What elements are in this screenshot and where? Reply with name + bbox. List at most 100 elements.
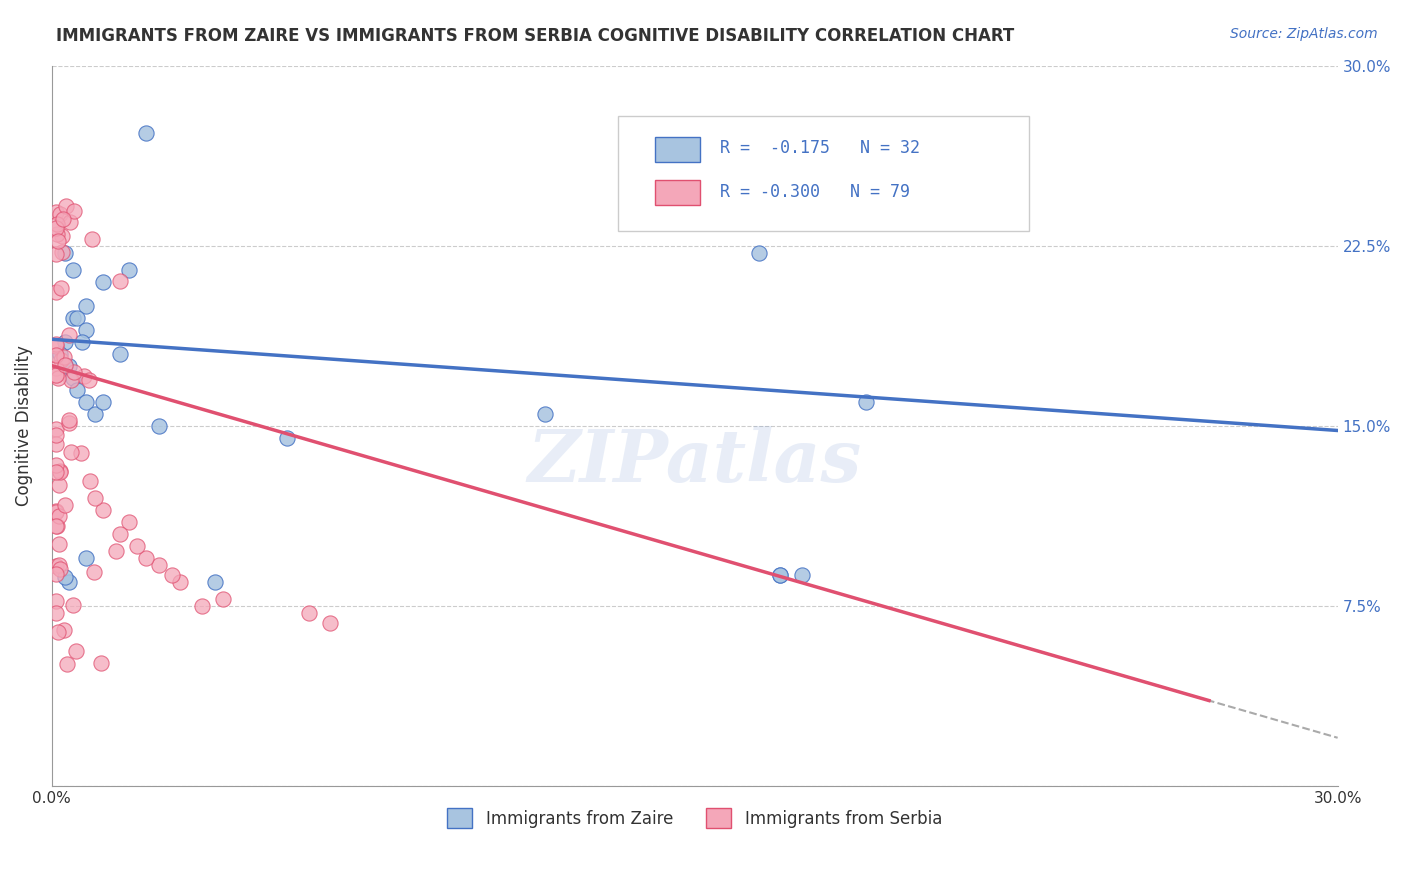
Immigrants from Serbia xyxy=(45,504,67,518)
Immigrants from Serbia xyxy=(53,350,76,364)
Immigrants from Serbia xyxy=(45,247,67,261)
Immigrants from Serbia xyxy=(191,599,214,613)
Immigrants from Zaire xyxy=(83,407,105,421)
Immigrants from Serbia xyxy=(46,625,69,640)
Immigrants from Serbia xyxy=(45,566,67,581)
Immigrants from Zaire xyxy=(53,245,76,260)
Text: Source: ZipAtlas.com: Source: ZipAtlas.com xyxy=(1230,27,1378,41)
Immigrants from Serbia xyxy=(49,562,72,576)
Immigrants from Serbia xyxy=(45,361,67,376)
Legend: Immigrants from Zaire, Immigrants from Serbia: Immigrants from Zaire, Immigrants from S… xyxy=(440,801,949,835)
Immigrants from Serbia xyxy=(45,437,67,451)
Immigrants from Serbia xyxy=(48,477,70,491)
Immigrants from Serbia xyxy=(62,598,84,612)
Immigrants from Serbia xyxy=(169,574,191,589)
Immigrants from Serbia xyxy=(59,445,82,459)
Immigrants from Serbia xyxy=(118,515,141,529)
FancyBboxPatch shape xyxy=(655,180,700,205)
Immigrants from Zaire xyxy=(790,567,813,582)
Immigrants from Serbia xyxy=(45,466,67,480)
Immigrants from Serbia xyxy=(148,558,170,572)
Immigrants from Serbia xyxy=(45,558,67,573)
Immigrants from Zaire xyxy=(110,346,132,360)
Immigrants from Serbia xyxy=(58,416,80,430)
Immigrants from Zaire xyxy=(53,359,76,373)
Text: R = -0.300   N = 79: R = -0.300 N = 79 xyxy=(720,183,911,201)
Immigrants from Zaire xyxy=(58,359,80,373)
Immigrants from Serbia xyxy=(212,591,235,606)
Immigrants from Zaire xyxy=(769,567,792,582)
Immigrants from Zaire xyxy=(148,418,170,433)
Immigrants from Serbia xyxy=(48,371,70,385)
Immigrants from Serbia xyxy=(77,373,100,387)
Immigrants from Zaire xyxy=(204,574,226,589)
Immigrants from Serbia xyxy=(45,518,67,533)
Immigrants from Serbia xyxy=(62,204,84,219)
Immigrants from Serbia xyxy=(82,232,104,246)
Immigrants from Serbia xyxy=(45,221,67,235)
Immigrants from Zaire xyxy=(91,275,114,289)
Immigrants from Zaire xyxy=(66,383,89,397)
FancyBboxPatch shape xyxy=(617,116,1029,231)
Immigrants from Serbia xyxy=(45,458,67,472)
Immigrants from Zaire xyxy=(75,394,97,409)
Immigrants from Serbia xyxy=(48,537,70,551)
Immigrants from Serbia xyxy=(48,558,70,572)
Immigrants from Serbia xyxy=(45,593,67,607)
Immigrants from Serbia xyxy=(45,205,67,219)
Immigrants from Zaire xyxy=(53,334,76,349)
Immigrants from Zaire xyxy=(135,126,157,140)
Immigrants from Serbia xyxy=(105,543,128,558)
Immigrants from Zaire xyxy=(91,394,114,409)
Immigrants from Serbia xyxy=(110,274,132,288)
Immigrants from Serbia xyxy=(55,199,77,213)
Immigrants from Serbia xyxy=(52,624,75,638)
Immigrants from Zaire xyxy=(49,346,72,360)
Text: IMMIGRANTS FROM ZAIRE VS IMMIGRANTS FROM SERBIA COGNITIVE DISABILITY CORRELATION: IMMIGRANTS FROM ZAIRE VS IMMIGRANTS FROM… xyxy=(56,27,1015,45)
Immigrants from Serbia xyxy=(45,285,67,299)
Immigrants from Zaire xyxy=(62,310,84,325)
Immigrants from Serbia xyxy=(65,644,87,658)
Immigrants from Serbia xyxy=(110,526,132,541)
Immigrants from Serbia xyxy=(58,413,80,427)
Immigrants from Serbia xyxy=(83,566,105,580)
Immigrants from Serbia xyxy=(45,368,67,382)
Immigrants from Serbia xyxy=(53,358,76,372)
Immigrants from Zaire xyxy=(53,570,76,584)
Immigrants from Serbia xyxy=(45,606,67,620)
Immigrants from Zaire xyxy=(66,310,89,325)
Immigrants from Serbia xyxy=(45,519,67,533)
Immigrants from Serbia xyxy=(45,368,67,383)
Immigrants from Serbia xyxy=(46,234,69,248)
Immigrants from Serbia xyxy=(45,348,67,362)
Immigrants from Serbia xyxy=(90,656,112,670)
Immigrants from Zaire xyxy=(75,323,97,337)
Immigrants from Serbia xyxy=(45,227,67,241)
Immigrants from Zaire xyxy=(533,407,555,421)
Immigrants from Zaire xyxy=(75,299,97,313)
Immigrants from Serbia xyxy=(51,244,73,259)
Immigrants from Serbia xyxy=(51,229,73,244)
Immigrants from Serbia xyxy=(48,466,70,480)
Immigrants from Serbia xyxy=(52,211,75,226)
Immigrants from Zaire xyxy=(70,334,93,349)
Y-axis label: Cognitive Disability: Cognitive Disability xyxy=(15,345,32,506)
Immigrants from Serbia xyxy=(45,422,67,436)
Immigrants from Zaire xyxy=(276,431,298,445)
Immigrants from Serbia xyxy=(127,539,149,553)
Immigrants from Serbia xyxy=(51,352,73,367)
Immigrants from Serbia xyxy=(59,215,82,229)
Immigrants from Serbia xyxy=(56,657,79,672)
Immigrants from Serbia xyxy=(91,502,114,516)
Immigrants from Serbia xyxy=(45,337,67,351)
Immigrants from Serbia xyxy=(45,339,67,353)
Immigrants from Serbia xyxy=(58,328,80,343)
Immigrants from Zaire xyxy=(748,245,770,260)
Immigrants from Zaire xyxy=(58,574,80,589)
Text: ZIPatlas: ZIPatlas xyxy=(527,426,862,497)
Immigrants from Serbia xyxy=(63,366,86,380)
Immigrants from Serbia xyxy=(49,207,72,221)
Immigrants from Serbia xyxy=(45,428,67,442)
Immigrants from Serbia xyxy=(70,445,93,459)
Immigrants from Zaire xyxy=(769,567,792,582)
